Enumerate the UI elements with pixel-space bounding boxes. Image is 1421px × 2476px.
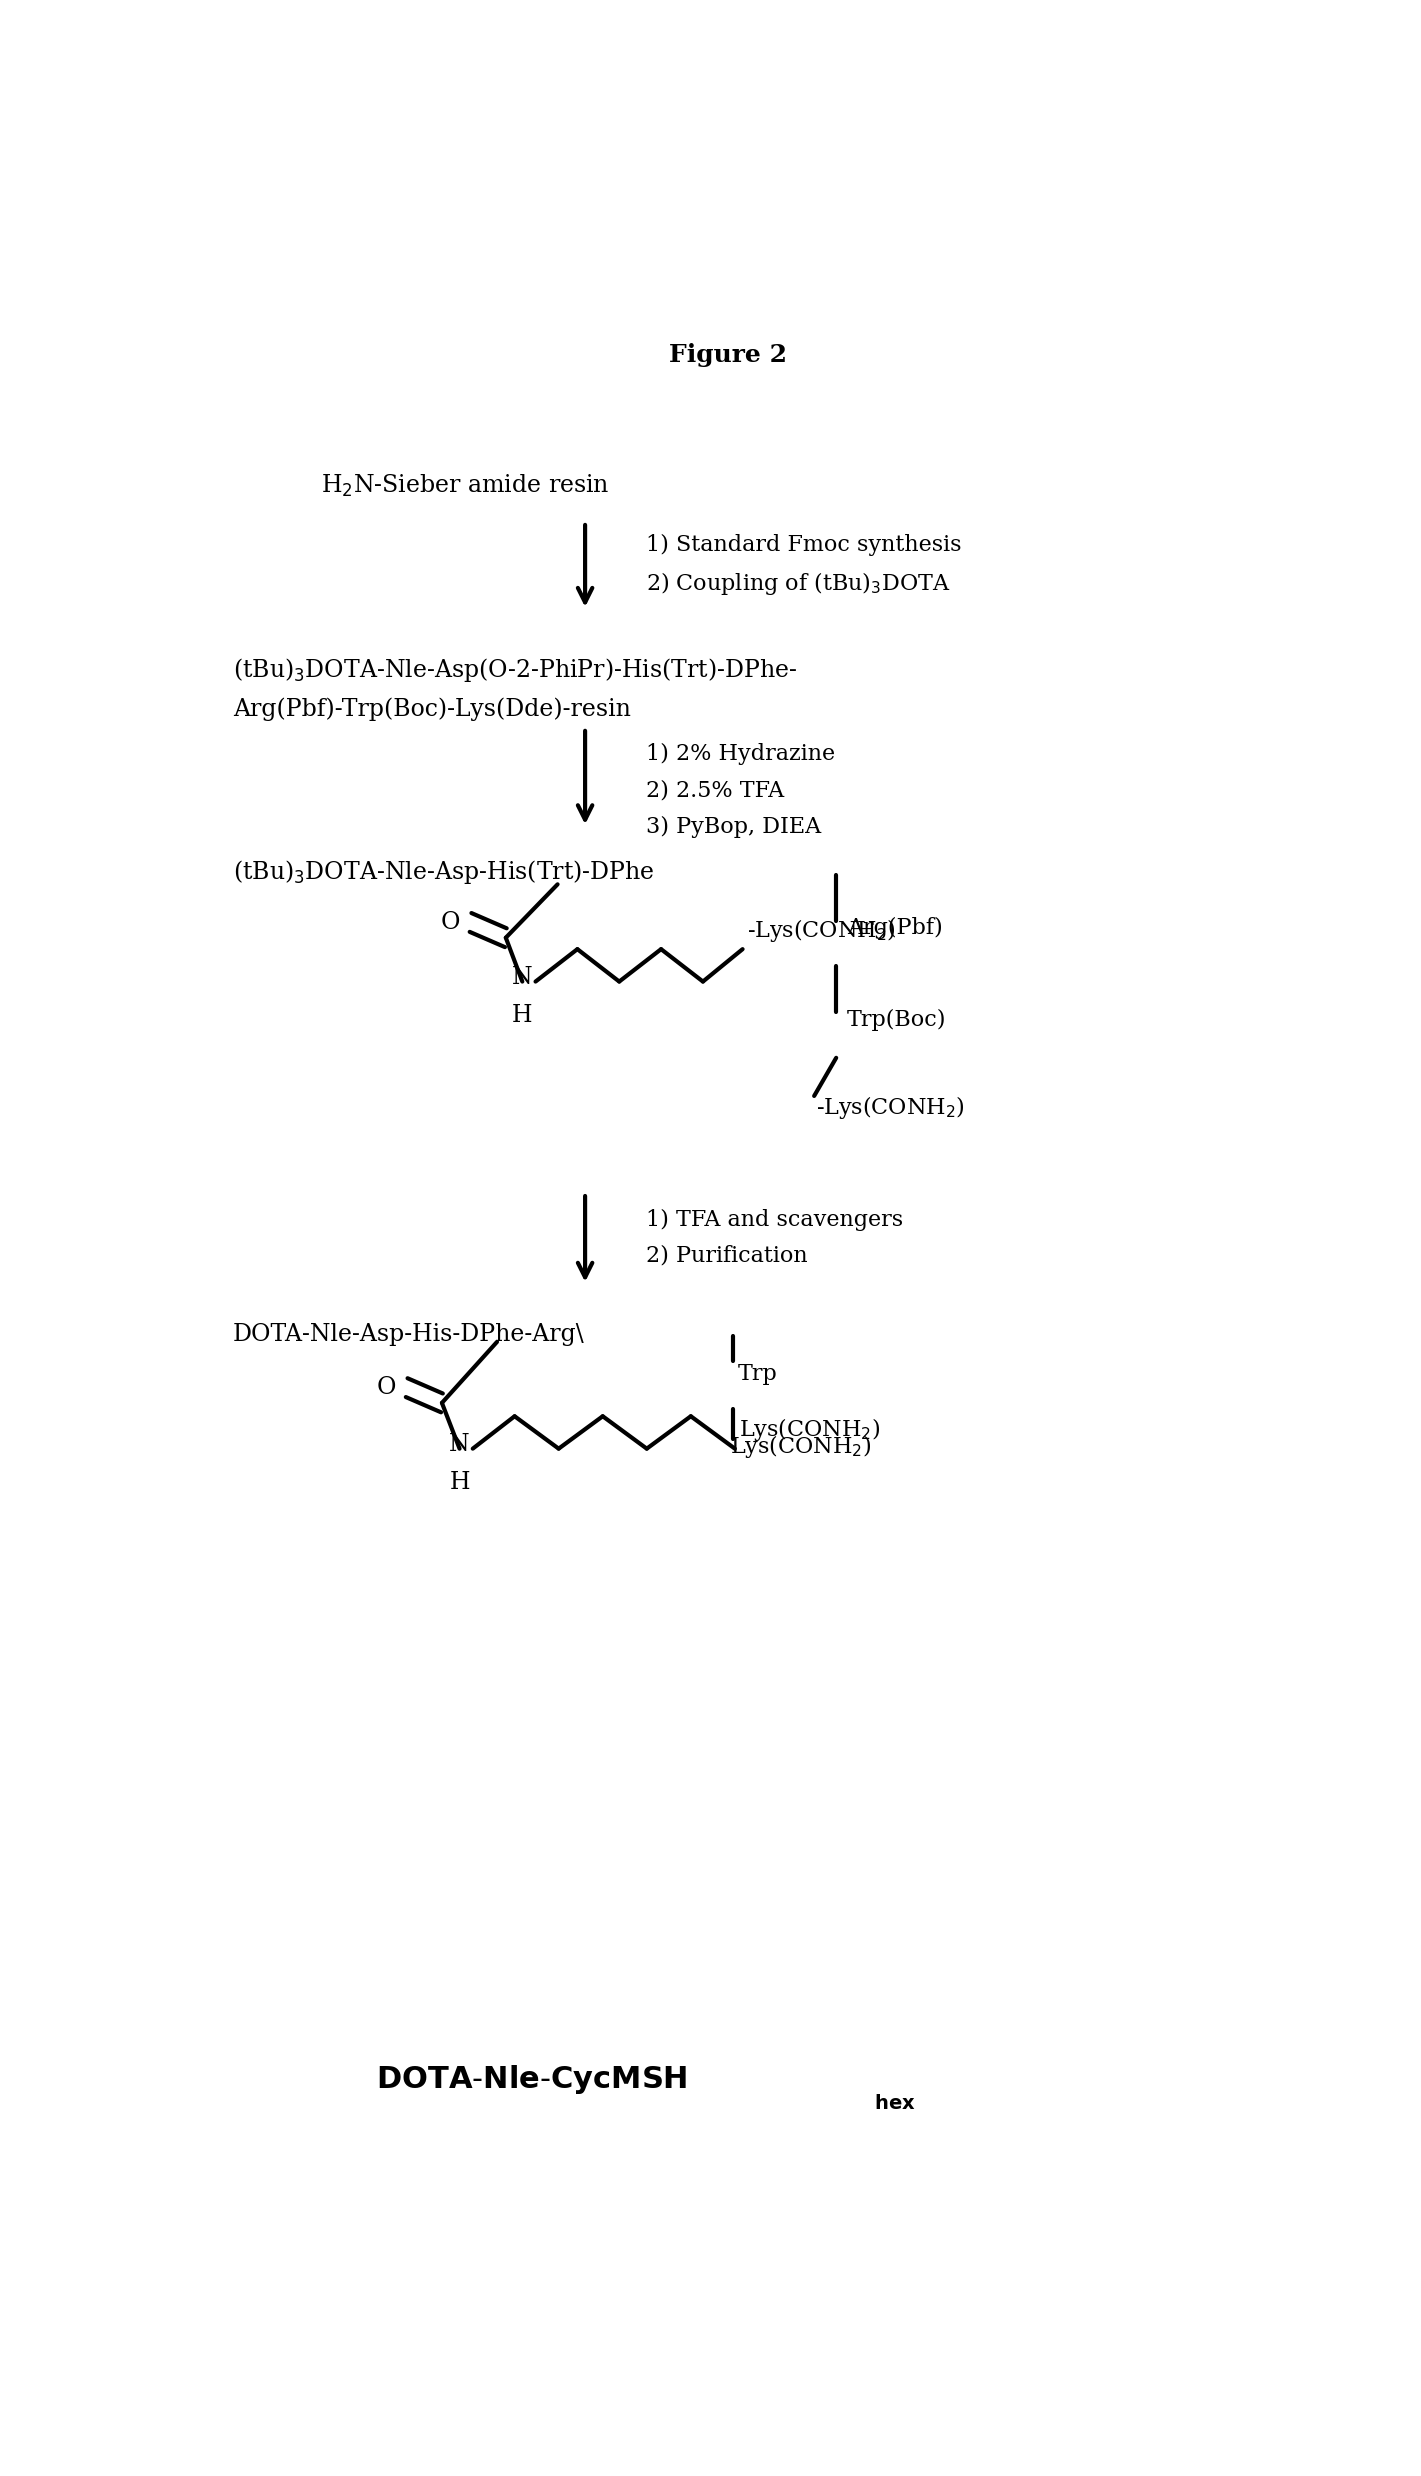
Text: (tBu)$_3$DOTA-Nle-Asp(O-2-PhiPr)-His(Trt)-DPhe-: (tBu)$_3$DOTA-Nle-Asp(O-2-PhiPr)-His(Trt… (233, 656, 797, 683)
Text: (tBu)$_3$DOTA-Nle-Asp-His(Trt)-DPhe: (tBu)$_3$DOTA-Nle-Asp-His(Trt)-DPhe (233, 857, 654, 886)
Text: Lys(CONH$_2$): Lys(CONH$_2$) (730, 1434, 871, 1461)
Text: Figure 2: Figure 2 (669, 342, 787, 366)
Text: 1) TFA and scavengers: 1) TFA and scavengers (645, 1208, 902, 1231)
Text: Lys(CONH$_2$): Lys(CONH$_2$) (739, 1416, 881, 1444)
Text: N: N (449, 1434, 470, 1456)
Text: 3) PyBop, DIEA: 3) PyBop, DIEA (645, 815, 821, 837)
Text: $\mathbf{_{hex}}$: $\mathbf{_{hex}}$ (874, 2085, 915, 2112)
Text: O: O (377, 1377, 396, 1399)
Text: DOTA-Nle-Asp-His-DPhe-Arg\: DOTA-Nle-Asp-His-DPhe-Arg\ (233, 1322, 584, 1347)
Text: Arg(Pbf)-Trp(Boc)-Lys(Dde)-resin: Arg(Pbf)-Trp(Boc)-Lys(Dde)-resin (233, 698, 631, 721)
Text: H$_2$N-Sieber amide resin: H$_2$N-Sieber amide resin (321, 473, 610, 498)
Text: 2) Coupling of (tBu)$_3$DOTA: 2) Coupling of (tBu)$_3$DOTA (645, 569, 951, 597)
Text: 1) Standard Fmoc synthesis: 1) Standard Fmoc synthesis (645, 532, 961, 555)
Text: Arg(Pbf): Arg(Pbf) (847, 916, 944, 938)
Text: Trp(Boc): Trp(Boc) (847, 1008, 946, 1030)
Text: H: H (449, 1471, 470, 1496)
Text: 2) Purification: 2) Purification (645, 1245, 807, 1268)
Text: H: H (512, 1005, 533, 1028)
Text: Trp: Trp (737, 1364, 777, 1384)
Text: 1) 2% Hydrazine: 1) 2% Hydrazine (645, 743, 834, 765)
Text: $\mathbf{DOTA\text{-}Nle\text{-}CycMSH}$: $\mathbf{DOTA\text{-}Nle\text{-}CycMSH}$ (375, 2063, 688, 2097)
Text: N: N (512, 966, 533, 990)
Text: -Lys(CONH$_2$): -Lys(CONH$_2$) (816, 1094, 965, 1122)
Text: O: O (441, 911, 460, 933)
Text: 2) 2.5% TFA: 2) 2.5% TFA (645, 780, 784, 802)
Text: -Lys(CONH$_2$): -Lys(CONH$_2$) (747, 916, 895, 943)
